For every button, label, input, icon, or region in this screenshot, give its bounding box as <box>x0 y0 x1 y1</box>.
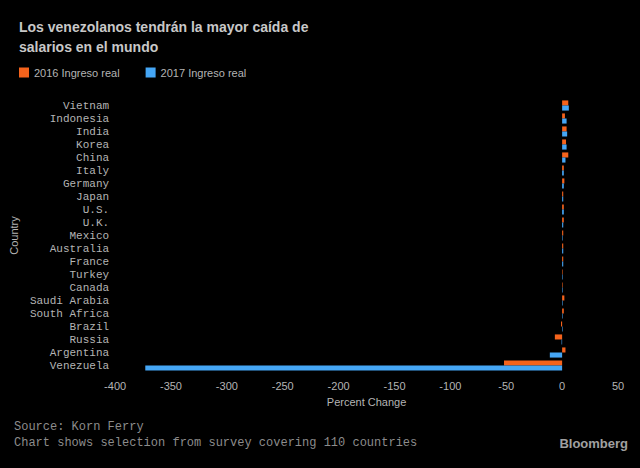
svg-text:Mexico: Mexico <box>70 230 110 242</box>
svg-text:Chart shows selection from sur: Chart shows selection from survey coveri… <box>14 436 417 450</box>
svg-text:-150: -150 <box>383 380 405 392</box>
svg-text:-50: -50 <box>498 380 514 392</box>
svg-text:Italy: Italy <box>76 165 109 177</box>
svg-text:2017 Ingreso real: 2017 Ingreso real <box>161 67 247 79</box>
svg-text:Country: Country <box>8 216 20 255</box>
svg-text:Brazil: Brazil <box>70 321 110 333</box>
svg-text:U.K.: U.K. <box>83 217 109 229</box>
svg-text:Australia: Australia <box>50 243 110 255</box>
svg-text:Japan: Japan <box>76 191 109 203</box>
svg-text:Russia: Russia <box>70 334 110 346</box>
svg-text:-300: -300 <box>216 380 238 392</box>
svg-text:China: China <box>76 152 109 164</box>
svg-text:South Africa: South Africa <box>30 308 110 320</box>
svg-text:Percent Change: Percent Change <box>327 396 407 408</box>
svg-text:-350: -350 <box>160 380 182 392</box>
svg-text:2016 Ingreso real: 2016 Ingreso real <box>34 67 120 79</box>
svg-text:Venezuela: Venezuela <box>50 360 110 372</box>
svg-text:Indonesia: Indonesia <box>50 113 110 125</box>
svg-text:Argentina: Argentina <box>50 347 110 359</box>
svg-text:-250: -250 <box>272 380 294 392</box>
svg-text:France: France <box>70 256 110 268</box>
svg-text:50: 50 <box>612 380 624 392</box>
svg-text:Saudi Arabia: Saudi Arabia <box>30 295 110 307</box>
svg-text:India: India <box>76 126 109 138</box>
svg-text:Vietnam: Vietnam <box>63 100 110 112</box>
svg-text:Germany: Germany <box>63 178 110 190</box>
svg-text:Canada: Canada <box>70 282 110 294</box>
svg-text:Bloomberg: Bloomberg <box>559 436 628 451</box>
svg-text:0: 0 <box>559 380 565 392</box>
svg-text:U.S.: U.S. <box>83 204 109 216</box>
svg-text:Los venezolanos tendrán la may: Los venezolanos tendrán la mayor caída d… <box>19 19 312 35</box>
svg-text:Korea: Korea <box>76 139 109 151</box>
svg-text:-200: -200 <box>328 380 350 392</box>
svg-text:salarios en el mundo: salarios en el mundo <box>19 39 158 55</box>
svg-text:-100: -100 <box>439 380 461 392</box>
svg-text:Turkey: Turkey <box>70 269 110 281</box>
svg-text:-400: -400 <box>104 380 126 392</box>
svg-text:Source: Korn Ferry: Source: Korn Ferry <box>14 420 144 434</box>
